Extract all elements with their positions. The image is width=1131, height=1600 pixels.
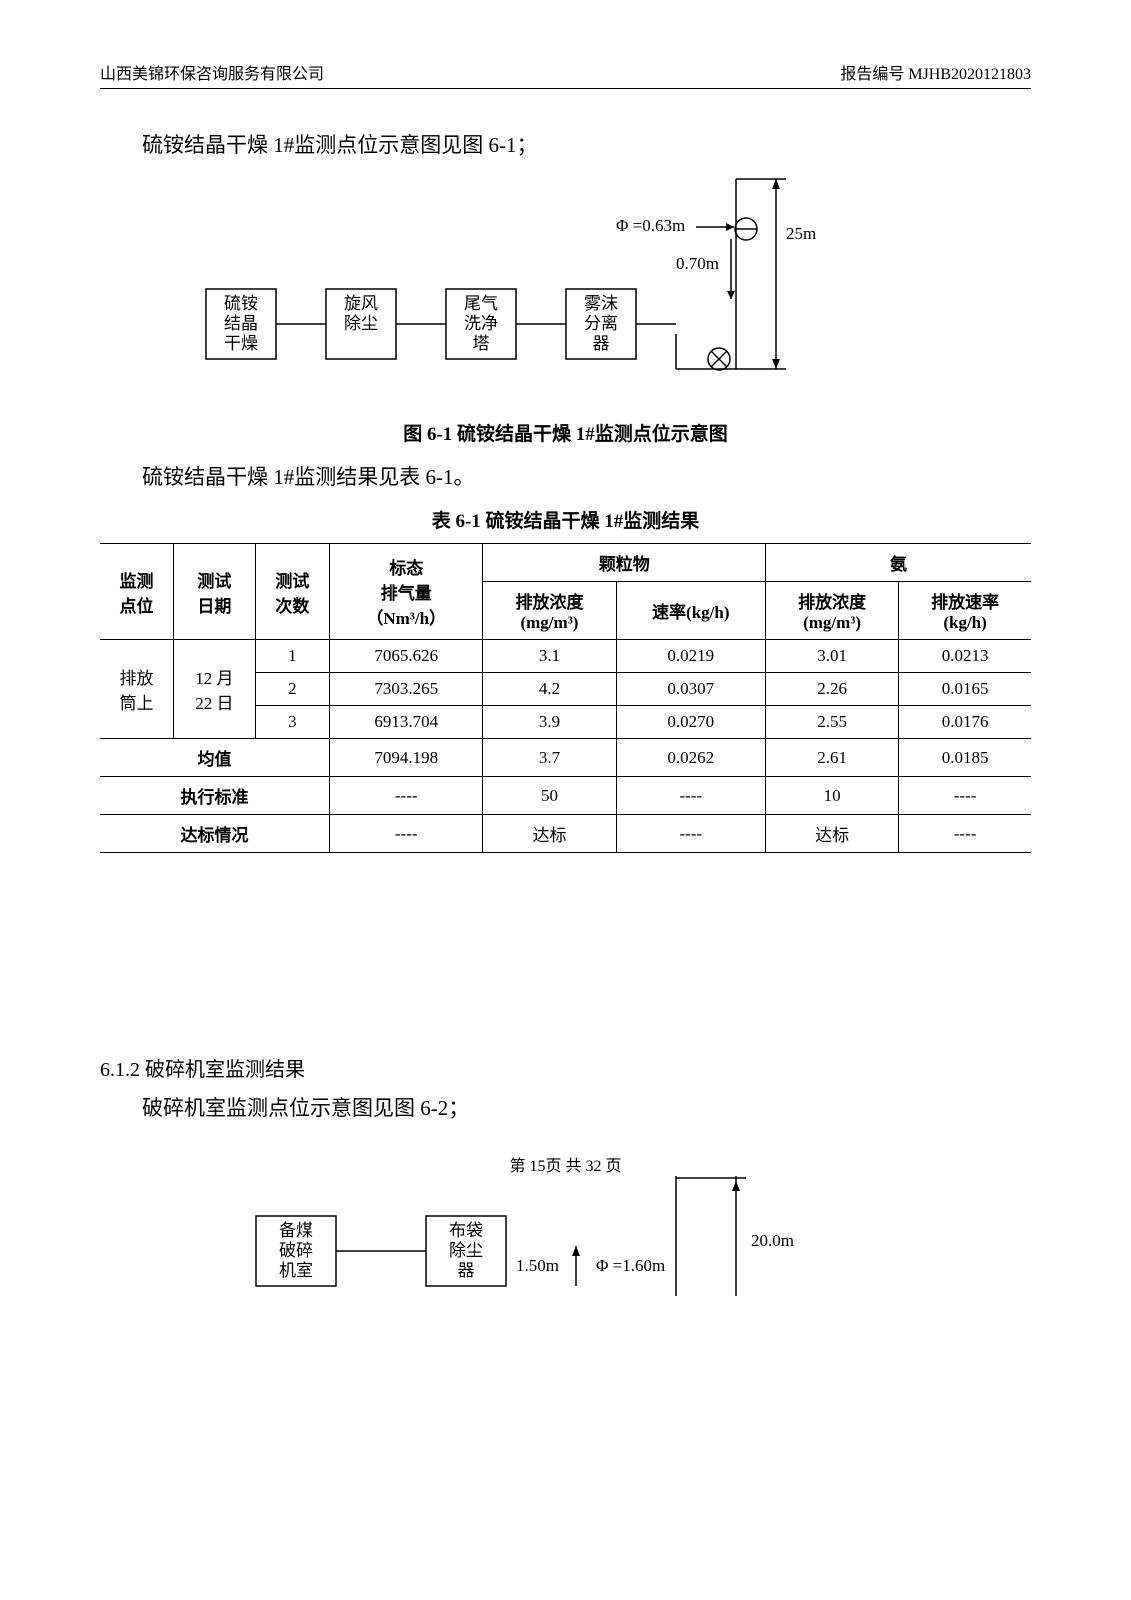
cell-pmr: 0.0307: [616, 673, 766, 706]
table-6-1: 监测点位 测试日期 测试次数 标态排气量（Nm³/h） 颗粒物 氨 排放浓度(m…: [100, 543, 1031, 853]
cell-nhr: 0.0176: [899, 706, 1031, 739]
svg-text:洗净: 洗净: [464, 314, 498, 333]
svg-text:Φ =0.63m: Φ =0.63m: [616, 216, 685, 235]
cell-nhc: 2.26: [766, 673, 899, 706]
th-count: 测试次数: [255, 544, 329, 640]
cell-pmc: 3.1: [483, 640, 616, 673]
cell-gas: 7303.265: [330, 673, 483, 706]
svg-text:0.70m: 0.70m: [676, 254, 719, 273]
cell-n: 2: [255, 673, 329, 706]
th-point: 监测点位: [100, 544, 173, 640]
svg-text:干燥: 干燥: [224, 334, 258, 353]
cell-gas: 7065.626: [330, 640, 483, 673]
summary-label: 达标情况: [100, 815, 330, 853]
diagram-6-1: 硫铵结晶干燥 旋风除尘 尾气洗净塔 雾沫分离器 Φ =0.63m 0.70m: [176, 169, 956, 399]
cell-pmc: 4.2: [483, 673, 616, 706]
svg-text:雾沫: 雾沫: [584, 294, 618, 313]
cell-n: 1: [255, 640, 329, 673]
th-date: 测试日期: [173, 544, 255, 640]
table-caption-6-1: 表 6-1 硫铵结晶干燥 1#监测结果: [100, 506, 1031, 533]
svg-text:硫铵: 硫铵: [224, 294, 258, 313]
svg-text:1.50m: 1.50m: [516, 1256, 559, 1275]
svg-text:塔: 塔: [472, 334, 489, 353]
svg-text:布袋: 布袋: [449, 1221, 483, 1240]
svg-text:除尘: 除尘: [449, 1241, 483, 1260]
svg-text:除尘: 除尘: [344, 314, 378, 333]
summary-label: 执行标准: [100, 777, 330, 815]
header-report-id: 报告编号 MJHB2020121803: [840, 60, 1031, 84]
svg-text:机室: 机室: [279, 1261, 313, 1280]
th-nh-conc: 排放浓度(mg/m³): [766, 582, 899, 640]
diagram-6-2-partial: 备煤破碎机室 布袋除尘器 20.0m 1.50m Φ =1.60m: [176, 1176, 956, 1296]
cell-date: 12 月22 日: [173, 640, 255, 739]
cell-n: 3: [255, 706, 329, 739]
svg-text:破碎: 破碎: [279, 1241, 313, 1260]
figure-caption-6-1: 图 6-1 硫铵结晶干燥 1#监测点位示意图: [100, 419, 1031, 446]
cell-pmr: 0.0219: [616, 640, 766, 673]
th-nh-rate: 排放速率(kg/h): [899, 582, 1031, 640]
svg-text:备煤: 备煤: [279, 1221, 313, 1240]
intro-text-2: 硫铵结晶干燥 1#监测结果见表 6-1。: [100, 461, 1031, 491]
header-company: 山西美锦环保咨询服务有限公司: [100, 60, 324, 84]
cell-point: 排放筒上: [100, 640, 173, 739]
svg-text:结晶: 结晶: [224, 314, 258, 333]
intro-text-3: 破碎机室监测点位示意图见图 6-2；: [100, 1092, 1031, 1122]
page-header: 山西美锦环保咨询服务有限公司 报告编号 MJHB2020121803: [100, 60, 1031, 89]
svg-text:分离: 分离: [584, 314, 618, 333]
cell-nhr: 0.0165: [899, 673, 1031, 706]
cell-pmr: 0.0270: [616, 706, 766, 739]
th-gas: 标态排气量（Nm³/h）: [330, 544, 483, 640]
cell-nhc: 2.55: [766, 706, 899, 739]
cell-nhr: 0.0213: [899, 640, 1031, 673]
svg-text:20.0m: 20.0m: [751, 1231, 794, 1250]
svg-text:旋风: 旋风: [344, 294, 378, 313]
th-nh3-group: 氨: [766, 544, 1031, 582]
cell-nhc: 3.01: [766, 640, 899, 673]
th-pm-rate: 速率(kg/h): [616, 582, 766, 640]
svg-text:25m: 25m: [786, 224, 816, 243]
th-pm-group: 颗粒物: [483, 544, 766, 582]
page-footer: 第 15页 共 32 页: [100, 1152, 1031, 1176]
cell-gas: 6913.704: [330, 706, 483, 739]
svg-text:尾气: 尾气: [464, 294, 498, 313]
intro-text-1: 硫铵结晶干燥 1#监测点位示意图见图 6-1；: [100, 129, 1031, 159]
svg-text:器: 器: [457, 1261, 474, 1280]
th-pm-conc: 排放浓度(mg/m³): [483, 582, 616, 640]
section-6-1-2-heading: 6.1.2 破碎机室监测结果: [100, 1053, 1031, 1082]
svg-text:器: 器: [592, 334, 609, 353]
svg-text:Φ =1.60m: Φ =1.60m: [596, 1256, 665, 1275]
cell-pmc: 3.9: [483, 706, 616, 739]
summary-label: 均值: [100, 739, 330, 777]
